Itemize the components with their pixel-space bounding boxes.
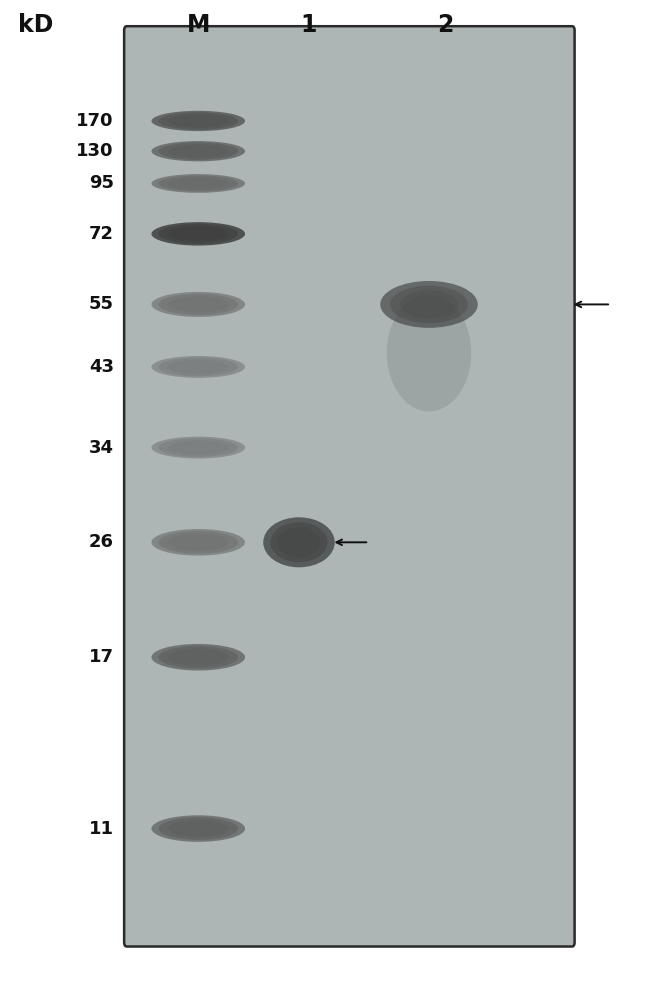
Ellipse shape — [168, 177, 229, 190]
Ellipse shape — [159, 817, 238, 840]
Ellipse shape — [168, 360, 229, 374]
Text: 26: 26 — [89, 533, 114, 551]
Text: 95: 95 — [89, 174, 114, 193]
Text: 72: 72 — [89, 225, 114, 243]
Ellipse shape — [387, 294, 471, 411]
Text: 55: 55 — [89, 295, 114, 313]
Text: 2: 2 — [437, 13, 454, 37]
Ellipse shape — [159, 293, 238, 316]
Ellipse shape — [159, 646, 238, 668]
Ellipse shape — [270, 522, 328, 562]
Text: 1: 1 — [300, 13, 317, 37]
Ellipse shape — [159, 438, 238, 457]
Ellipse shape — [159, 224, 238, 244]
Text: 17: 17 — [89, 648, 114, 666]
Ellipse shape — [159, 142, 238, 160]
FancyBboxPatch shape — [124, 26, 575, 947]
Ellipse shape — [168, 296, 229, 312]
Ellipse shape — [168, 114, 229, 128]
Text: M: M — [187, 13, 210, 37]
Ellipse shape — [168, 144, 229, 158]
Text: 43: 43 — [89, 358, 114, 376]
Text: 170: 170 — [76, 112, 114, 130]
Ellipse shape — [151, 436, 245, 459]
Ellipse shape — [151, 815, 245, 842]
Ellipse shape — [390, 285, 468, 324]
Ellipse shape — [151, 644, 245, 670]
Ellipse shape — [159, 175, 238, 192]
Ellipse shape — [159, 531, 238, 553]
Text: 34: 34 — [89, 438, 114, 457]
Ellipse shape — [151, 174, 245, 193]
Ellipse shape — [159, 358, 238, 376]
Ellipse shape — [168, 440, 229, 455]
Ellipse shape — [159, 112, 238, 130]
Text: 11: 11 — [89, 820, 114, 838]
Ellipse shape — [168, 226, 229, 242]
Ellipse shape — [151, 111, 245, 131]
Ellipse shape — [168, 533, 229, 551]
Text: 130: 130 — [76, 142, 114, 160]
Ellipse shape — [151, 356, 245, 378]
Ellipse shape — [380, 281, 478, 328]
Ellipse shape — [168, 820, 229, 838]
Ellipse shape — [263, 517, 335, 568]
Ellipse shape — [168, 648, 229, 666]
Ellipse shape — [151, 292, 245, 317]
Text: kD: kD — [18, 13, 53, 37]
Ellipse shape — [151, 141, 245, 161]
Ellipse shape — [151, 222, 245, 246]
Ellipse shape — [400, 290, 458, 319]
Ellipse shape — [151, 529, 245, 555]
Ellipse shape — [278, 527, 320, 557]
